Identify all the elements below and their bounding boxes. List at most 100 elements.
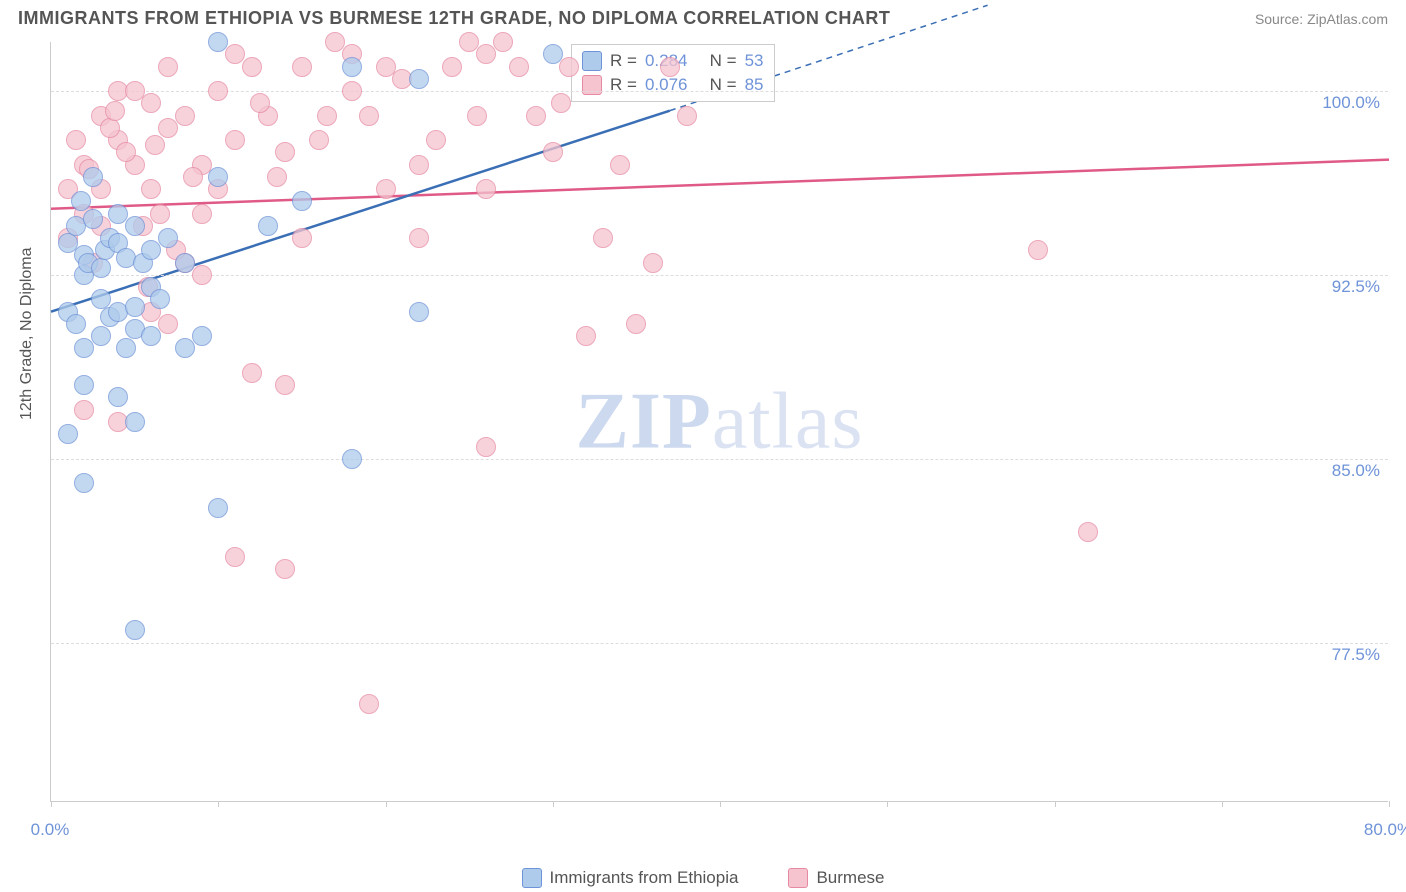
x-tick [51, 801, 52, 807]
data-point [576, 326, 596, 346]
y-tick-label: 77.5% [1332, 645, 1380, 665]
gridline-h [51, 275, 1388, 276]
data-point [74, 338, 94, 358]
x-tick [887, 801, 888, 807]
data-point [150, 289, 170, 309]
data-point [610, 155, 630, 175]
data-point [158, 228, 178, 248]
y-axis-label: 12th Grade, No Diploma [18, 247, 36, 420]
data-point [108, 387, 128, 407]
data-point [208, 498, 228, 518]
data-point [1028, 240, 1048, 260]
data-point [141, 326, 161, 346]
data-point [175, 338, 195, 358]
data-point [158, 314, 178, 334]
data-point [275, 375, 295, 395]
data-point [175, 106, 195, 126]
gridline-h [51, 643, 1388, 644]
data-point [225, 547, 245, 567]
x-tick [1389, 801, 1390, 807]
data-point [208, 81, 228, 101]
bottom-legend: Immigrants from EthiopiaBurmese [0, 868, 1406, 888]
data-point [442, 57, 462, 77]
data-point [543, 44, 563, 64]
data-point [342, 81, 362, 101]
data-point [183, 167, 203, 187]
data-point [83, 209, 103, 229]
data-point [677, 106, 697, 126]
data-point [543, 142, 563, 162]
data-point [292, 57, 312, 77]
data-point [342, 449, 362, 469]
data-point [359, 106, 379, 126]
data-point [125, 412, 145, 432]
data-point [376, 179, 396, 199]
data-point [409, 69, 429, 89]
data-point [250, 93, 270, 113]
data-point [125, 620, 145, 640]
data-point [467, 106, 487, 126]
data-point [267, 167, 287, 187]
data-point [141, 179, 161, 199]
data-point [145, 135, 165, 155]
data-point [192, 204, 212, 224]
x-tick-label: 80.0% [1364, 820, 1406, 840]
data-point [476, 437, 496, 457]
data-point [242, 363, 262, 383]
x-tick [386, 801, 387, 807]
data-point [116, 142, 136, 162]
gridline-h [51, 459, 1388, 460]
data-point [71, 191, 91, 211]
data-point [342, 57, 362, 77]
data-point [74, 375, 94, 395]
x-tick [1222, 801, 1223, 807]
data-point [105, 101, 125, 121]
chart-title: IMMIGRANTS FROM ETHIOPIA VS BURMESE 12TH… [18, 8, 890, 29]
data-point [158, 118, 178, 138]
data-point [91, 326, 111, 346]
data-point [141, 240, 161, 260]
data-point [509, 57, 529, 77]
data-point [426, 130, 446, 150]
x-tick-label: 0.0% [31, 820, 70, 840]
data-point [409, 302, 429, 322]
data-point [409, 228, 429, 248]
data-point [660, 57, 680, 77]
x-tick [553, 801, 554, 807]
data-point [551, 93, 571, 113]
data-point [74, 473, 94, 493]
data-point [317, 106, 337, 126]
data-point [58, 424, 78, 444]
data-point [74, 400, 94, 420]
data-point [409, 155, 429, 175]
data-point [208, 167, 228, 187]
data-point [292, 191, 312, 211]
data-point [526, 106, 546, 126]
data-point [192, 326, 212, 346]
x-tick [720, 801, 721, 807]
data-point [242, 57, 262, 77]
gridline-h [51, 91, 1388, 92]
data-point [626, 314, 646, 334]
data-point [476, 44, 496, 64]
data-point [1078, 522, 1098, 542]
legend-item: Immigrants from Ethiopia [522, 868, 739, 888]
y-tick-label: 85.0% [1332, 461, 1380, 481]
data-point [275, 142, 295, 162]
data-point [208, 32, 228, 52]
plot-area: ZIPatlas R = 0.284 N = 53R = 0.076 N = 8… [50, 42, 1388, 802]
legend-row: R = 0.076 N = 85 [582, 73, 764, 97]
data-point [258, 216, 278, 236]
data-point [125, 216, 145, 236]
data-point [141, 93, 161, 113]
data-point [493, 32, 513, 52]
data-point [116, 338, 136, 358]
data-point [150, 204, 170, 224]
data-point [309, 130, 329, 150]
chart-source: Source: ZipAtlas.com [1255, 11, 1388, 27]
data-point [175, 253, 195, 273]
data-point [559, 57, 579, 77]
data-point [83, 167, 103, 187]
data-point [66, 314, 86, 334]
data-point [225, 44, 245, 64]
